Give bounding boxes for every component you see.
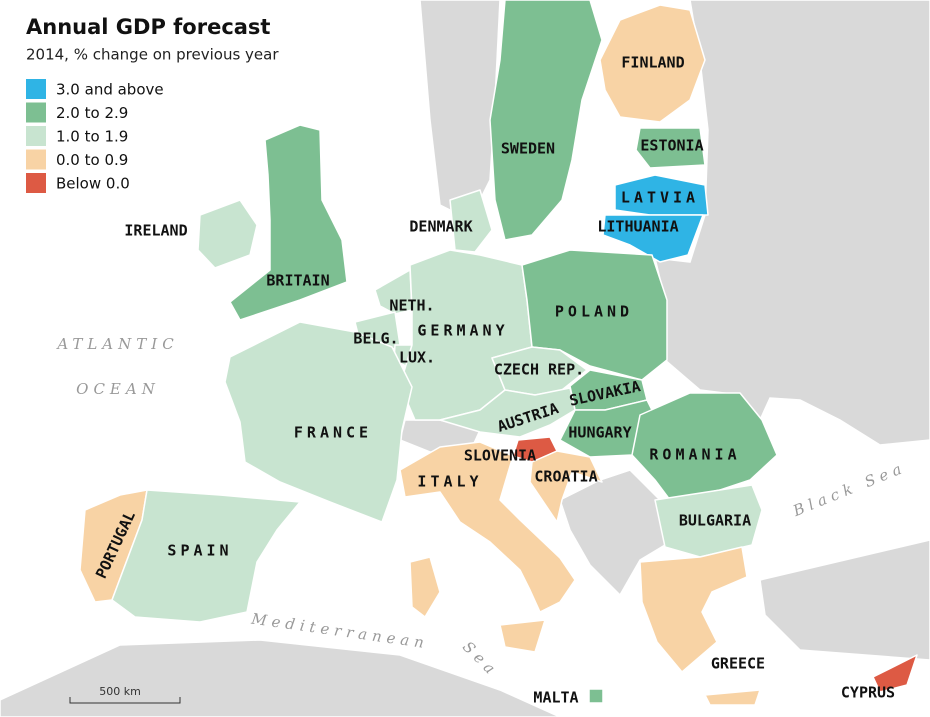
country-label: BELG. [353,330,398,348]
country [599,4,706,123]
country [111,489,301,623]
legend-label: 3.0 and above [56,81,164,99]
country-label: NETH. [389,297,434,315]
legend-swatch [26,173,46,193]
sea-label: Sea [459,638,502,681]
country [374,269,413,315]
legend-swatch [26,149,46,170]
legend-label: 2.0 to 2.9 [56,104,128,122]
country [639,546,748,673]
country-label: BRITAIN [266,272,329,290]
land [419,0,501,222]
country [499,619,546,653]
country-label: ROMANIA [649,446,740,464]
land [759,539,930,661]
country [614,174,709,216]
sea-label: OCEAN [76,380,160,398]
legend-swatch [26,126,46,146]
country-label: MALTA [533,689,578,707]
country [399,441,576,613]
country-label: LATVIA [621,189,699,207]
scale-bar: 500 km [69,685,181,704]
country-label: SLOVENIA [464,447,536,465]
legend: 3.0 and above 2.0 to 2.9 1.0 to 1.9 0.0 to … [26,79,164,193]
country [635,127,706,169]
legend-label: Below 0.0 [56,175,130,193]
country-label: SPAIN [167,542,232,560]
country-label: CROATIA [534,468,597,486]
legend-swatch [26,102,46,123]
country [704,689,761,706]
country [631,392,778,501]
country-label: CZECH REP. [494,361,584,379]
country-label: LUX. [399,349,435,367]
country-label: DENMARK [409,218,472,236]
countries [79,0,918,706]
country [872,654,918,693]
land [559,469,666,597]
country [197,199,258,269]
country [654,484,763,558]
country-label: SWEDEN [501,140,555,158]
legend-label: 0.0 to 0.9 [56,151,128,169]
country [224,321,413,523]
legend-swatch [26,79,46,99]
country [602,214,704,263]
sea-label: ATLANTIC [55,335,178,353]
country [588,688,604,704]
country [529,450,603,523]
subtitle: 2014, % change on previous year [26,46,279,64]
country-label: ESTONIA [640,137,703,155]
country-label: POLAND [555,303,633,321]
country-label: GREECE [711,655,765,673]
land [0,639,561,717]
scale-line [69,697,181,704]
country-label: FINLAND [621,54,684,72]
country [439,387,576,438]
country [449,189,493,253]
country-label: IRELAND [124,222,187,240]
country-label: LITHUANIA [597,218,678,236]
country-label: HUNGARY [568,424,631,442]
country-label: CYPRUS [841,684,895,702]
legend-label: 1.0 to 1.9 [56,128,128,146]
country-label: FRANCE [294,424,372,442]
country-label: GERMANY [417,322,508,340]
country [229,124,348,321]
country-label: ITALY [417,473,482,491]
country [489,0,603,241]
title: Annual GDP forecast [26,15,270,39]
scale-label: 500 km [99,685,141,698]
country-label: BULGARIA [679,512,751,530]
sea-label: Black Sea [790,458,909,520]
country [409,556,441,618]
